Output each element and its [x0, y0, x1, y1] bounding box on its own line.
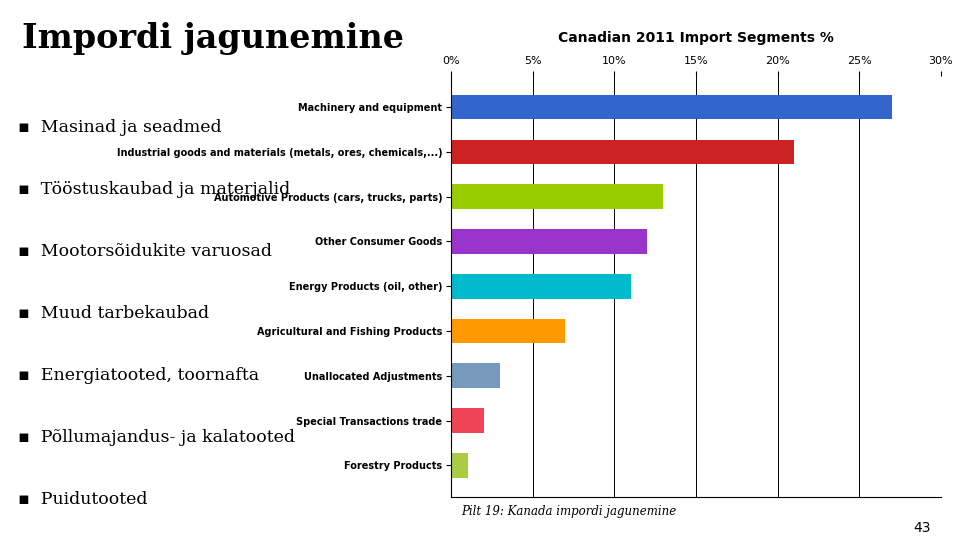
Bar [451, 94, 892, 119]
Bar [451, 229, 647, 254]
Text: Impordi jagunemine: Impordi jagunemine [22, 22, 404, 55]
Text: ▪  Puidutooted: ▪ Puidutooted [17, 491, 147, 508]
Text: ▪  Masinad ja seadmed: ▪ Masinad ja seadmed [17, 119, 222, 136]
Bar [451, 274, 631, 299]
Text: 43: 43 [914, 521, 931, 535]
Bar [451, 184, 663, 209]
Text: ▪  Muud tarbekaubad: ▪ Muud tarbekaubad [17, 305, 208, 322]
Bar [451, 408, 484, 433]
Title: Canadian 2011 Import Segments %: Canadian 2011 Import Segments % [558, 31, 834, 45]
Bar [451, 319, 565, 343]
Bar [451, 453, 468, 478]
Text: ▪  Energiatooted, toornafta: ▪ Energiatooted, toornafta [17, 367, 259, 384]
Bar [451, 363, 500, 388]
Text: ▪  Põllumajandus- ja kalatooted: ▪ Põllumajandus- ja kalatooted [17, 429, 295, 446]
Bar [451, 139, 794, 164]
Text: ▪  Tööstuskaubad ja materjalid: ▪ Tööstuskaubad ja materjalid [17, 181, 290, 198]
Text: ▪  Mootorsõidukite varuosad: ▪ Mootorsõidukite varuosad [17, 243, 272, 260]
Text: Pilt 19: Kanada impordi jagunemine: Pilt 19: Kanada impordi jagunemine [461, 505, 676, 518]
